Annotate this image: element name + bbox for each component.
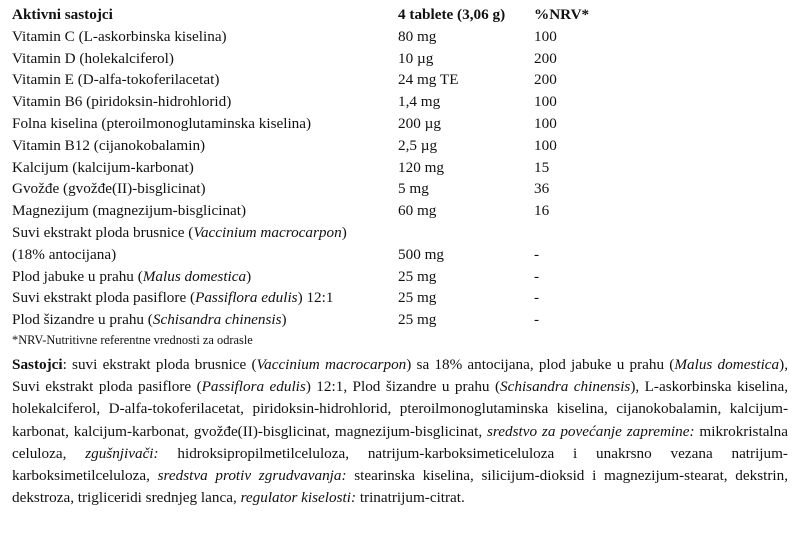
ingredient-name: Kalcijum (kalcijum-karbonat) (12, 158, 194, 176)
latin-name: Passiflora edulis (195, 289, 298, 307)
function-label: sredstva protiv zgrudvavanja: (157, 466, 347, 484)
table-row: Vitamin C (L-askorbinska kiselina) 80 mg 1… (12, 26, 624, 48)
ingredient-name: Folna kiselina (pteroilmonoglutaminska k… (12, 114, 312, 132)
function-label: zgušnjivači: (85, 444, 159, 462)
text-part: ) sa 18% antocijana, plod jabuke u prahu… (406, 355, 675, 373)
table-row: Folna kiselina (pteroilmonoglutaminska k… (12, 113, 624, 135)
header-active-ingredients: Aktivni sastojci (12, 6, 113, 23)
function-label: regulator kiselosti: (240, 489, 357, 507)
ingredient-nrv: 100 (534, 136, 557, 154)
ingredient-name: Plod šizandre u prahu (Schisandra chinen… (12, 309, 398, 331)
ingredient-name: Vitamin E (D-alfa-tokoferilacetat) (12, 71, 220, 89)
ingredient-name: Plod jabuke u prahu (Malus domestica) (12, 266, 398, 288)
ingredient-amount: 120 mg (398, 158, 444, 176)
ingredient-nrv: 100 (534, 114, 557, 132)
ingredient-nrv: - (534, 245, 540, 263)
composition-paragraph: Sastojci: suvi ekstrakt ploda brusnice (… (12, 354, 788, 509)
table-row: Vitamin B12 (cijanokobalamin) 2,5 µg 100 (12, 135, 624, 157)
table-row: Magnezijum (magnezijum-bisglicinat) 60 mg… (12, 200, 624, 222)
table-row-passiflora: Suvi ekstrakt ploda pasiflore (Passiflor… (12, 287, 624, 309)
ingredient-amount: 24 mg TE (398, 71, 459, 89)
text-part: Plod jabuke u prahu ( (12, 267, 143, 285)
ingredient-amount: 60 mg (398, 202, 437, 220)
latin-name: Malus domestica (142, 267, 247, 285)
ingredient-name-cont: (18% antocijana) (12, 245, 117, 263)
table-row: Gvožđe (gvožđe(II)-bisglicinat) 5 mg 36 (12, 178, 624, 200)
text-part: trinatrijum-citrat. (356, 489, 465, 507)
ingredient-nrv: - (534, 267, 540, 285)
ingredient-amount: 25 mg (398, 311, 437, 329)
ingredient-nrv: 200 (534, 71, 557, 89)
table-row-apple: Plod jabuke u prahu (Malus domestica) 25… (12, 266, 624, 288)
table-row-cranberry: Suvi ekstrakt ploda brusnice (Vaccinium … (12, 222, 624, 244)
ingredient-amount: 5 mg (398, 180, 429, 198)
ingredient-nrv: 200 (534, 49, 557, 67)
table-row-schisandra: Plod šizandre u prahu (Schisandra chinen… (12, 309, 624, 331)
ingredient-nrv: 15 (534, 158, 550, 176)
table-row: Kalcijum (kalcijum-karbonat) 120 mg 15 (12, 157, 624, 179)
composition-label: Sastojci (12, 355, 63, 373)
latin-name: Malus domestica (674, 355, 780, 373)
ingredient-name: Suvi ekstrakt ploda pasiflore (Passiflor… (12, 287, 398, 309)
text-part: Suvi ekstrakt ploda pasiflore ( (12, 289, 196, 307)
table-row: Vitamin B6 (piridoksin-hidrohlorid) 1,4 m… (12, 91, 624, 113)
ingredient-nrv: 100 (534, 93, 557, 111)
latin-name: Vaccinium macrocarpon (193, 223, 342, 241)
text-part: ) (341, 223, 347, 241)
table-header-row: Aktivni sastojci 4 tablete (3,06 g) %NRV… (12, 4, 624, 26)
ingredient-amount: 25 mg (398, 289, 437, 307)
table-row: Vitamin D (holekalciferol) 10 µg 200 (12, 48, 624, 70)
ingredient-amount: 80 mg (398, 27, 437, 45)
text-part: : suvi ekstrakt ploda brusnice ( (62, 355, 257, 373)
ingredient-name: Vitamin B12 (cijanokobalamin) (12, 136, 206, 154)
ingredient-name: Suvi ekstrakt ploda brusnice (Vaccinium … (12, 222, 624, 244)
table-row-cranberry-cont: (18% antocijana) 500 mg - (12, 244, 624, 266)
ingredient-nrv: 100 (534, 27, 557, 45)
text-part: Suvi ekstrakt ploda brusnice ( (12, 223, 194, 241)
ingredient-nrv: - (534, 311, 540, 329)
ingredient-amount: 500 mg (398, 245, 444, 263)
ingredient-nrv: 36 (534, 180, 550, 198)
ingredient-name: Vitamin D (holekalciferol) (12, 49, 174, 67)
ingredient-nrv: - (534, 289, 540, 307)
ingredient-amount: 2,5 µg (398, 136, 438, 154)
ingredient-name: Gvožđe (gvožđe(II)-bisglicinat) (12, 180, 206, 198)
text-part: hidroksipropilmetilceluloza, natrijum-ka… (12, 444, 788, 484)
nutrition-table: Aktivni sastojci 4 tablete (3,06 g) %NRV… (12, 4, 624, 331)
text-part: Plod šizandre u prahu ( (12, 311, 153, 329)
text-part: ) (246, 267, 252, 285)
latin-name: Passiflora edulis (201, 378, 306, 396)
ingredient-amount: 1,4 mg (398, 93, 441, 111)
function-label: sredstvo za povećanje zapremine: (487, 422, 695, 440)
latin-name: Schisandra chinensis (152, 311, 282, 329)
table-row: Vitamin E (D-alfa-tokoferilacetat) 24 mg … (12, 69, 624, 91)
text-part: mikrokristalna celuloza, (12, 422, 788, 462)
text-part: ), L-askorbinska kiselina, holekalcifero… (12, 378, 788, 440)
nrv-footnote: *NRV-Nutritivne referentne vrednosti za … (12, 332, 253, 347)
ingredient-nrv: 16 (534, 202, 550, 220)
text-part: ), Suvi ekstrakt ploda pasiflore ( (12, 355, 788, 396)
text-part: ) 12:1 (297, 289, 334, 307)
ingredient-amount: 10 µg (398, 49, 434, 67)
text-part: ) (281, 311, 287, 329)
header-nrv: %NRV* (534, 6, 590, 23)
ingredient-name: Vitamin B6 (piridoksin-hidrohlorid) (12, 93, 232, 111)
ingredient-amount: 25 mg (398, 267, 437, 285)
latin-name: Vaccinium macrocarpon (256, 355, 407, 373)
ingredient-name: Magnezijum (magnezijum-bisglicinat) (12, 202, 247, 220)
latin-name: Schisandra chinensis (500, 378, 631, 396)
ingredient-amount: 200 µg (398, 114, 441, 132)
text-part: stearinska kiselina, silicijum-dioksid i… (12, 466, 789, 507)
ingredient-name: Vitamin C (L-askorbinska kiselina) (12, 27, 227, 45)
header-amount: 4 tablete (3,06 g) (398, 6, 506, 23)
text-part: ) 12:1, Plod šizandre u prahu ( (305, 378, 501, 396)
